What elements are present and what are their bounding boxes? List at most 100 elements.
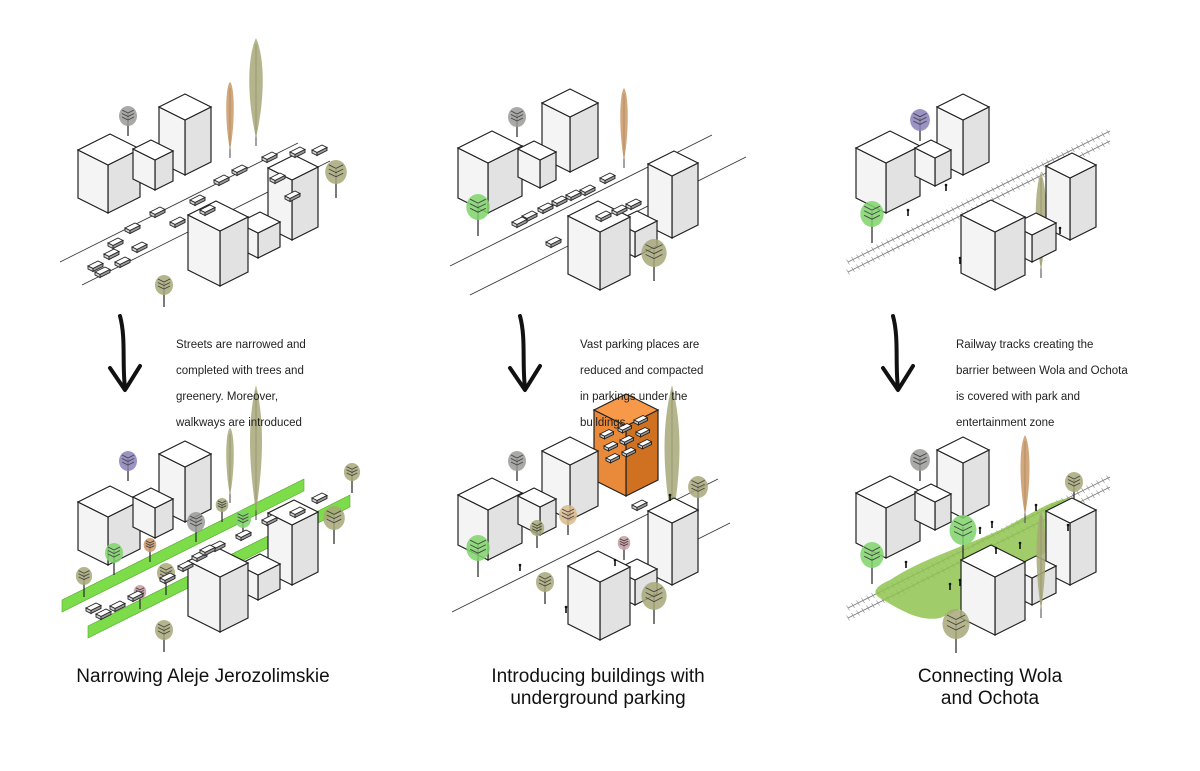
tree — [942, 609, 970, 653]
person-icon — [958, 256, 962, 264]
building — [131, 139, 175, 191]
person-icon — [1066, 523, 1070, 531]
car-icon — [634, 426, 651, 438]
note-line: barrier between Wola and Ochota — [956, 365, 1128, 377]
tree — [910, 449, 930, 481]
car-icon — [126, 590, 145, 603]
note-line: reduced and compacted — [580, 365, 704, 377]
note-line: walkways are introduced — [176, 417, 302, 429]
car-icon — [130, 241, 149, 254]
tree — [688, 476, 708, 512]
car-icon — [212, 174, 231, 187]
car-icon — [106, 237, 125, 250]
car-icon — [102, 248, 121, 261]
car-icon — [108, 600, 127, 613]
tree — [860, 201, 884, 243]
caption-parking: Introducing buildings with underground p… — [440, 666, 756, 710]
building — [913, 483, 953, 531]
tree — [1065, 472, 1083, 504]
car-icon — [616, 422, 633, 434]
note-line: greenery. Moreover, — [176, 391, 279, 403]
caption-line: Connecting Wola — [917, 666, 1063, 687]
note-line: entertainment zone — [956, 417, 1055, 429]
building — [854, 130, 922, 214]
car-icon — [310, 144, 329, 157]
person-icon — [990, 520, 994, 528]
car-icon — [536, 202, 555, 215]
person-icon — [1018, 541, 1022, 549]
note-line: Railway tracks creating the — [956, 339, 1094, 351]
tree — [155, 620, 173, 652]
building — [456, 477, 524, 561]
car-icon — [176, 560, 195, 573]
poplar-tree — [1020, 435, 1030, 523]
note-line: Vast parking places are — [580, 339, 700, 351]
tree — [949, 515, 977, 559]
car-icon — [624, 198, 643, 211]
building — [646, 497, 700, 586]
tree — [215, 498, 229, 522]
building — [516, 487, 558, 536]
person-icon — [1058, 226, 1062, 234]
person-icon — [994, 546, 998, 554]
tree — [559, 505, 577, 535]
person-icon — [958, 578, 962, 586]
person-icon — [564, 605, 568, 613]
car-icon — [510, 216, 529, 229]
caption-line: Introducing buildings with — [491, 666, 705, 687]
tree — [641, 582, 667, 624]
car-icon — [636, 438, 653, 450]
person-icon — [518, 563, 522, 571]
car-icon — [288, 146, 307, 159]
building — [456, 130, 524, 214]
car-icon — [520, 210, 539, 223]
arrow-head-icon — [508, 364, 542, 392]
car-icon — [234, 529, 253, 542]
person-icon — [613, 558, 617, 566]
down-arrow-icon — [118, 314, 127, 390]
arrow-head-icon — [881, 364, 915, 392]
car-icon — [188, 194, 207, 207]
note-narrowing: Streets are narrowed and completed with … — [176, 326, 306, 430]
car-icon — [550, 195, 569, 208]
building — [516, 140, 558, 189]
building — [76, 133, 142, 214]
building — [566, 550, 632, 641]
car-icon — [230, 164, 249, 177]
car-icon — [260, 151, 279, 164]
tree — [105, 543, 123, 575]
car-icon — [123, 222, 142, 235]
tree — [155, 275, 173, 307]
car-icon — [93, 266, 112, 279]
tree — [323, 506, 345, 544]
caption-connecting: Connecting Wola and Ochota — [860, 666, 1120, 710]
note-line: is covered with park and — [956, 391, 1081, 403]
car-icon — [288, 506, 307, 519]
tree — [119, 451, 137, 481]
building — [913, 139, 953, 187]
tree — [325, 160, 347, 198]
tree — [508, 107, 526, 137]
tree — [860, 542, 884, 584]
tree — [536, 572, 554, 604]
car-icon — [610, 204, 629, 217]
building — [959, 544, 1027, 636]
caption-narrowing: Narrowing Aleje Jerozolimskie — [28, 666, 378, 688]
note-line: Streets are narrowed and — [176, 339, 306, 351]
street-edge — [59, 142, 299, 263]
car-icon — [310, 492, 329, 505]
note-line: buildings — [580, 417, 626, 429]
note-line: in parkings under the — [580, 391, 688, 403]
car-icon — [602, 440, 619, 452]
person-icon — [904, 560, 908, 568]
objects-layer — [75, 38, 1098, 653]
tree — [75, 567, 93, 597]
tree — [508, 451, 526, 481]
down-arrow-icon — [891, 314, 900, 390]
tree — [641, 239, 667, 281]
car-icon — [260, 514, 279, 527]
car-icon — [630, 499, 649, 512]
tree — [466, 535, 490, 577]
poplar-tree — [226, 428, 234, 503]
